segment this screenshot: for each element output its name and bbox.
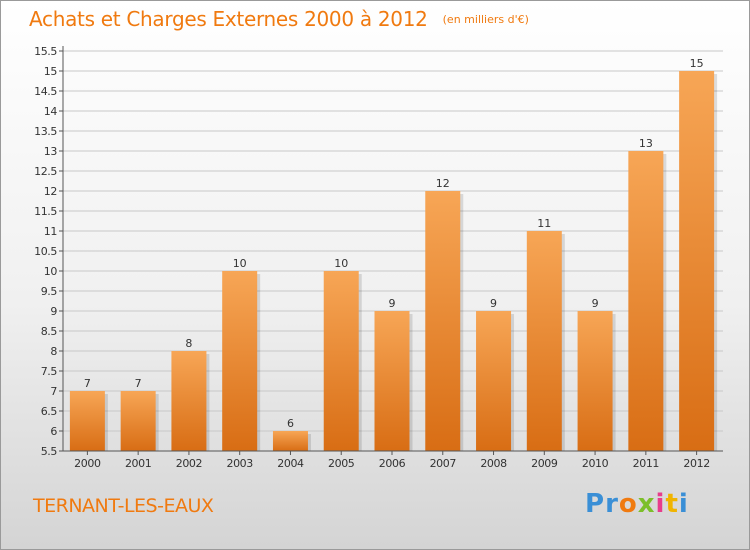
y-tick-label: 13 <box>44 145 58 158</box>
logo-letter: o <box>618 489 638 519</box>
logo-letter: x <box>637 489 656 519</box>
y-tick-label: 6 <box>50 425 57 438</box>
axes <box>62 46 723 452</box>
x-tick-label: 2000 <box>74 457 101 470</box>
bar-2006 <box>374 311 410 451</box>
x-tick-label: 2004 <box>277 457 304 470</box>
y-tick-label: 12.5 <box>34 165 57 178</box>
bar-2009 <box>526 231 562 451</box>
y-tick-label: 11.5 <box>34 205 57 218</box>
bar-2011 <box>628 151 664 451</box>
y-tick-label: 14 <box>44 105 58 118</box>
logo-letter: r <box>605 489 619 519</box>
y-tick-label: 7 <box>50 385 57 398</box>
bar-value-label: 10 <box>233 257 247 270</box>
y-tick-label: 10.5 <box>34 245 57 258</box>
bar-2008 <box>476 311 512 451</box>
bar-value-label: 13 <box>639 137 653 150</box>
bar-2001 <box>120 391 156 451</box>
y-tick-label: 11 <box>44 225 57 238</box>
title-row: Achats et Charges Externes 2000 à 2012 (… <box>29 7 529 31</box>
y-tick-label: 12 <box>44 185 57 198</box>
x-axis-ticks: 2000 2001 2002 2003 2004 2005 2006 2007 2008 2009… <box>74 451 710 470</box>
y-axis-ticks: 5.5 6 6.5 7 7.5 8 8.5 9 9.5 10 10.5 11 11.5 12 12.5 13 1… <box>34 45 63 458</box>
bar-2010 <box>577 311 613 451</box>
bar-value-label: 9 <box>592 297 599 310</box>
x-tick-label: 2003 <box>226 457 253 470</box>
y-tick-label: 5.5 <box>41 445 58 458</box>
x-tick-label: 2002 <box>176 457 202 470</box>
bar-value-label: 7 <box>84 377 91 390</box>
town-name: TERNANT-LES-EAUX <box>33 495 214 517</box>
logo-letter: t <box>665 489 679 519</box>
bar-2005 <box>323 271 359 451</box>
chart-unit: (en milliers d'€) <box>442 13 529 26</box>
y-tick-label: 14.5 <box>34 85 57 98</box>
x-tick-label: 2010 <box>582 457 609 470</box>
bar-value-label: 10 <box>334 257 348 270</box>
bar-value-label: 8 <box>185 337 192 350</box>
x-tick-label: 2007 <box>430 457 457 470</box>
bar-value-label: 9 <box>389 297 396 310</box>
y-tick-label: 6.5 <box>41 405 58 418</box>
proxiti-logo: Proxiti <box>585 489 689 519</box>
bar-value-label: 15 <box>690 57 704 70</box>
bar-2003 <box>222 271 258 451</box>
x-tick-label: 2012 <box>683 457 709 470</box>
y-tick-label: 7.5 <box>41 365 58 378</box>
x-tick-label: 2009 <box>531 457 558 470</box>
y-tick-label: 13.5 <box>34 125 57 138</box>
bar-2002 <box>171 351 207 451</box>
y-tick-label: 15.5 <box>34 45 57 58</box>
logo-letter: i <box>655 489 666 519</box>
bar-value-labels: 7 7 8 10 6 10 9 12 9 11 9 13 15 <box>84 57 704 430</box>
y-tick-label: 15 <box>44 65 58 78</box>
bar-2000 <box>69 391 105 451</box>
bar-value-label: 12 <box>436 177 450 190</box>
y-tick-label: 8 <box>50 345 57 358</box>
logo-letter: P <box>585 489 606 519</box>
x-tick-label: 2006 <box>379 457 406 470</box>
bar-value-label: 7 <box>135 377 142 390</box>
bar-2004 <box>272 431 308 451</box>
y-tick-label: 9.5 <box>41 285 58 298</box>
logo-letter: i <box>678 489 689 519</box>
y-tick-label: 8.5 <box>41 325 58 338</box>
x-tick-label: 2005 <box>328 457 355 470</box>
y-tick-label: 9 <box>50 305 57 318</box>
x-tick-label: 2011 <box>633 457 659 470</box>
bar-2007 <box>425 191 461 451</box>
x-tick-label: 2008 <box>480 457 507 470</box>
x-tick-label: 2001 <box>125 457 151 470</box>
bar-value-label: 9 <box>490 297 497 310</box>
y-tick-label: 10 <box>44 265 58 278</box>
bar-value-label: 11 <box>537 217 551 230</box>
bars <box>69 71 718 451</box>
bar-value-label: 6 <box>287 417 294 430</box>
bar-2012 <box>679 71 715 451</box>
chart-title: Achats et Charges Externes 2000 à 2012 <box>29 7 428 31</box>
